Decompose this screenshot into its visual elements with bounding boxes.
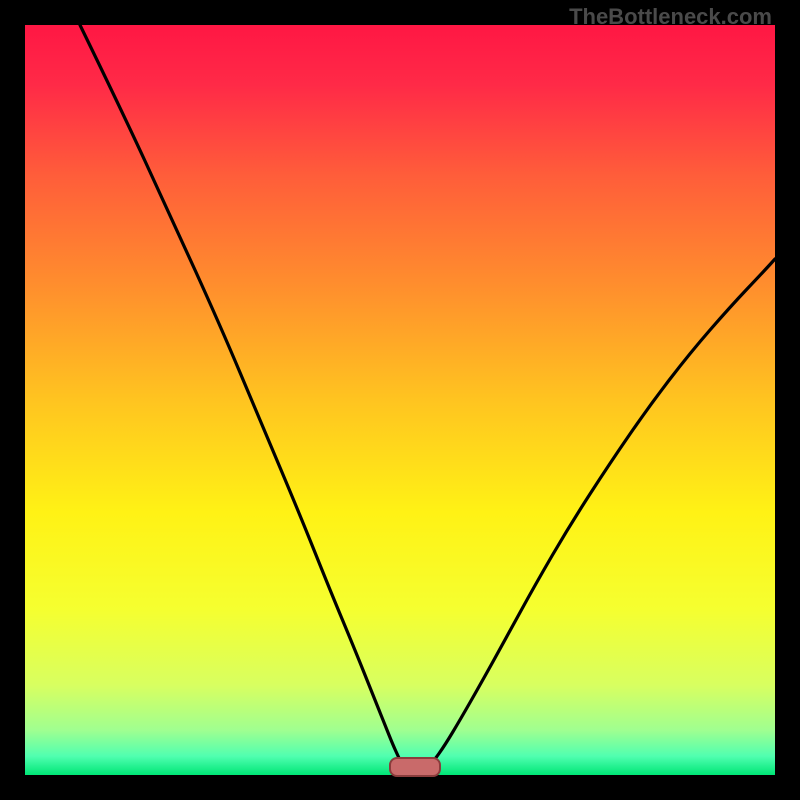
chart-container: TheBottleneck.com [0, 0, 800, 800]
plot-area [25, 25, 775, 775]
watermark-text: TheBottleneck.com [569, 4, 772, 30]
bottleneck-curve [25, 25, 775, 775]
optimal-range-marker [389, 757, 441, 777]
curve-path [80, 25, 775, 775]
